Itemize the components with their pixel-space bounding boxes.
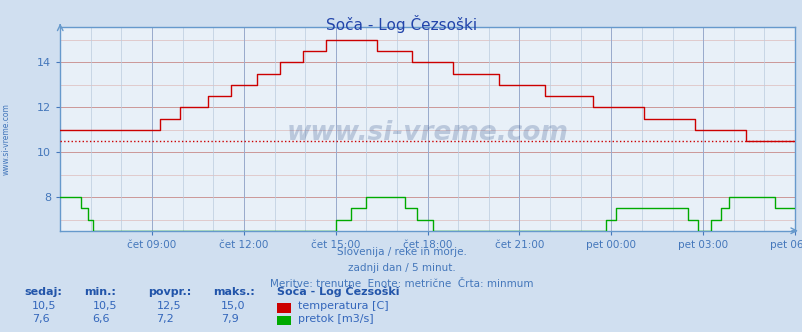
Text: Soča - Log Čezsoški: Soča - Log Čezsoški <box>277 285 399 297</box>
Text: www.si-vreme.com: www.si-vreme.com <box>2 104 11 175</box>
Text: pretok [m3/s]: pretok [m3/s] <box>298 314 373 324</box>
Text: 7,9: 7,9 <box>221 314 238 324</box>
Text: Meritve: trenutne  Enote: metrične  Črta: minmum: Meritve: trenutne Enote: metrične Črta: … <box>269 279 533 289</box>
Text: 12,5: 12,5 <box>156 301 181 311</box>
Text: 7,2: 7,2 <box>156 314 174 324</box>
Text: min.:: min.: <box>84 287 116 297</box>
Text: 7,6: 7,6 <box>32 314 50 324</box>
Text: sedaj:: sedaj: <box>24 287 62 297</box>
Text: Slovenija / reke in morje.: Slovenija / reke in morje. <box>336 247 466 257</box>
Text: 15,0: 15,0 <box>221 301 245 311</box>
Text: zadnji dan / 5 minut.: zadnji dan / 5 minut. <box>347 263 455 273</box>
Text: maks.:: maks.: <box>213 287 254 297</box>
Text: 6,6: 6,6 <box>92 314 110 324</box>
Text: www.si-vreme.com: www.si-vreme.com <box>286 120 568 146</box>
Text: temperatura [C]: temperatura [C] <box>298 301 388 311</box>
Text: Soča - Log Čezsoški: Soča - Log Čezsoški <box>326 15 476 33</box>
Text: 10,5: 10,5 <box>92 301 117 311</box>
Text: 10,5: 10,5 <box>32 301 57 311</box>
Text: povpr.:: povpr.: <box>148 287 192 297</box>
